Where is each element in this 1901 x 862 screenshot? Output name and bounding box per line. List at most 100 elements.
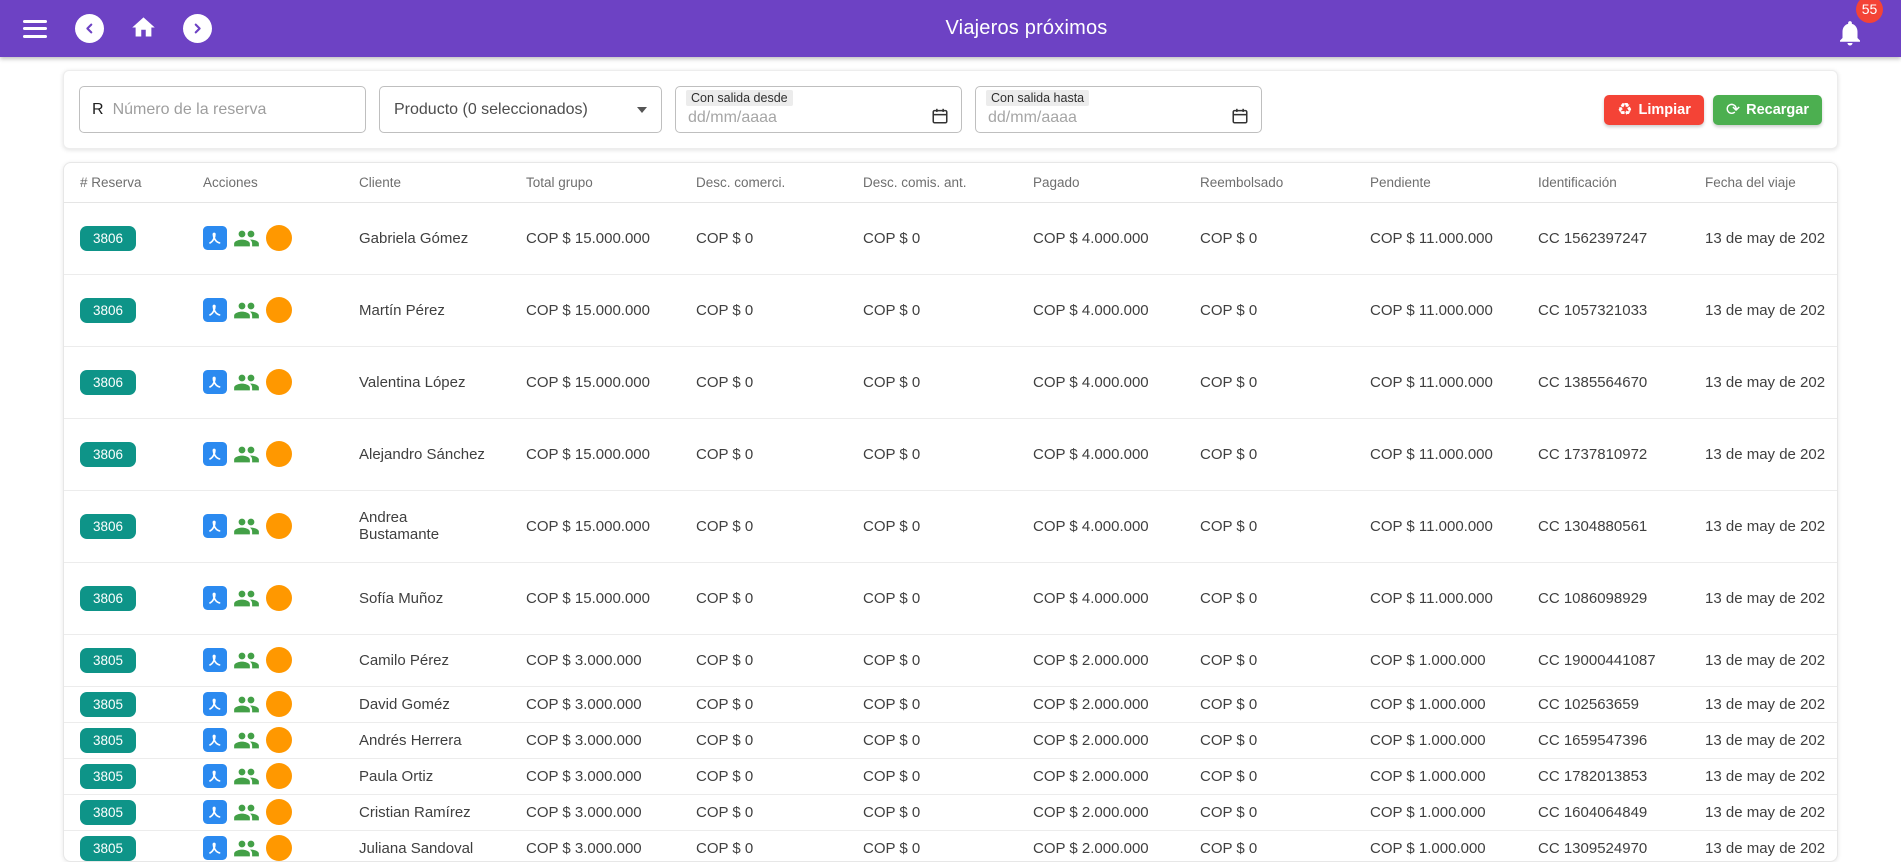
back-button[interactable]: [68, 8, 110, 50]
filter-bar: R Producto (0 seleccionados) Con salida …: [63, 70, 1838, 149]
pagado-cell: COP $ 2.000.000: [1033, 685, 1200, 722]
fecha-viaje-cell: 13 de may de 202: [1705, 633, 1837, 686]
desc-comercial-cell: COP $ 0: [696, 417, 863, 490]
reserva-search-field[interactable]: R: [79, 86, 366, 133]
pdf-icon[interactable]: [203, 800, 227, 824]
reserva-badge[interactable]: 3805: [80, 691, 137, 717]
row-actions: [203, 691, 359, 718]
pagado-cell: COP $ 4.000.000: [1033, 345, 1200, 418]
status-circle-icon[interactable]: [266, 297, 292, 323]
pdf-icon[interactable]: [203, 442, 227, 466]
fecha-viaje-cell: 13 de may de 202: [1705, 273, 1837, 346]
users-icon[interactable]: [233, 647, 260, 674]
table-row: 3806 Andrea Bustamante COP $ 15.000.000 …: [64, 489, 1837, 562]
reserva-badge[interactable]: 3806: [80, 513, 137, 539]
reserva-badge[interactable]: 3806: [80, 585, 137, 611]
users-icon[interactable]: [233, 225, 260, 252]
users-icon[interactable]: [233, 835, 260, 861]
row-actions: [203, 441, 359, 468]
desc-comercial-cell: COP $ 0: [696, 229, 754, 247]
reserva-badge[interactable]: 3806: [80, 297, 137, 323]
users-icon[interactable]: [233, 727, 260, 754]
salida-desde-field[interactable]: Con salida desde dd/mm/aaaa: [675, 86, 962, 133]
col-header-reserva: # Reserva: [64, 163, 203, 203]
users-icon[interactable]: [233, 513, 260, 540]
desc-comercial-cell: COP $ 0: [696, 757, 863, 794]
users-icon[interactable]: [233, 297, 260, 324]
reserva-badge[interactable]: 3806: [80, 441, 137, 467]
table-row: 3805 Juliana Sandoval COP $ 3.000.000 CO…: [64, 829, 1837, 861]
reserva-badge[interactable]: 3805: [80, 647, 137, 673]
pdf-icon[interactable]: [203, 298, 227, 322]
reserva-badge[interactable]: 3805: [80, 727, 137, 753]
desc-comision-cell: COP $ 0: [863, 345, 1033, 418]
users-icon[interactable]: [233, 585, 260, 612]
notifications-button[interactable]: 55: [1835, 0, 1883, 48]
desc-comercial-cell: COP $ 0: [696, 273, 863, 346]
status-circle-icon[interactable]: [266, 441, 292, 467]
calendar-icon[interactable]: [1231, 107, 1249, 130]
users-icon[interactable]: [233, 691, 260, 718]
row-actions: [203, 513, 359, 540]
users-icon[interactable]: [233, 799, 260, 826]
users-icon[interactable]: [233, 369, 260, 396]
table-row: 3806 Alejandro Sánchez COP $ 15.000.000 …: [64, 417, 1837, 490]
salida-hasta-field[interactable]: Con salida hasta dd/mm/aaaa: [975, 86, 1262, 133]
reembolsado-cell: COP $ 0: [1200, 829, 1370, 861]
users-icon[interactable]: [233, 763, 260, 790]
table-row: 3806 Martín Pérez COP $ 15.000.000 COP $…: [64, 273, 1837, 346]
pdf-icon[interactable]: [203, 370, 227, 394]
pdf-icon[interactable]: [203, 648, 227, 672]
menu-button[interactable]: [14, 8, 56, 50]
reserva-badge[interactable]: 3806: [80, 369, 137, 395]
cliente-cell: Gabriela Gómez: [359, 229, 469, 247]
table-header-row: # Reserva Acciones Cliente Total grupo D…: [64, 163, 1837, 203]
status-circle-icon[interactable]: [266, 691, 292, 717]
identificacion-cell: CC 1604064849: [1538, 793, 1705, 830]
identificacion-cell: CC 1385564670: [1538, 345, 1705, 418]
status-circle-icon[interactable]: [266, 647, 292, 673]
pdf-icon[interactable]: [203, 728, 227, 752]
reserva-badge[interactable]: 3805: [80, 763, 137, 789]
reserva-badge[interactable]: 3805: [80, 799, 137, 825]
pdf-icon[interactable]: [203, 692, 227, 716]
recargar-button[interactable]: ⟳ Recargar: [1712, 94, 1822, 125]
status-circle-icon[interactable]: [266, 225, 292, 251]
reserva-badge[interactable]: 3805: [80, 835, 137, 861]
pendiente-cell: COP $ 11.000.000: [1370, 345, 1538, 418]
home-button[interactable]: [122, 8, 164, 50]
pdf-icon[interactable]: [203, 586, 227, 610]
desc-comercial-cell: COP $ 0: [696, 685, 863, 722]
travelers-table: # Reserva Acciones Cliente Total grupo D…: [64, 163, 1837, 861]
status-circle-icon[interactable]: [266, 727, 292, 753]
pdf-icon[interactable]: [203, 226, 227, 250]
status-circle-icon[interactable]: [266, 369, 292, 395]
pdf-icon[interactable]: [203, 764, 227, 788]
cliente-cell: Cristian Ramírez: [359, 793, 526, 830]
row-actions: [203, 727, 359, 754]
table-row: 3805 David Goméz COP $ 3.000.000 COP $ 0…: [64, 685, 1837, 722]
desc-comision-cell: COP $ 0: [863, 229, 921, 247]
pagado-cell: COP $ 2.000.000: [1033, 757, 1200, 794]
refresh-icon: ⟳: [1725, 100, 1741, 119]
pendiente-cell: COP $ 1.000.000: [1370, 793, 1538, 830]
status-circle-icon[interactable]: [266, 835, 292, 861]
calendar-icon[interactable]: [931, 107, 949, 130]
travelers-table-card: # Reserva Acciones Cliente Total grupo D…: [63, 162, 1838, 862]
limpiar-button[interactable]: ♻ Limpiar: [1604, 94, 1704, 125]
pdf-icon[interactable]: [203, 514, 227, 538]
row-actions: [203, 835, 359, 861]
reserva-badge[interactable]: 3806: [80, 225, 137, 251]
status-circle-icon[interactable]: [266, 585, 292, 611]
status-circle-icon[interactable]: [266, 513, 292, 539]
reembolsado-cell: COP $ 0: [1200, 489, 1370, 562]
status-circle-icon[interactable]: [266, 763, 292, 789]
fecha-viaje-cell: 13 de may de 202: [1705, 757, 1837, 794]
pagado-cell: COP $ 2.000.000: [1033, 633, 1200, 686]
users-icon[interactable]: [233, 441, 260, 468]
status-circle-icon[interactable]: [266, 799, 292, 825]
pdf-icon[interactable]: [203, 836, 227, 861]
producto-select[interactable]: Producto (0 seleccionados): [379, 86, 662, 133]
forward-button[interactable]: [176, 8, 218, 50]
reserva-input[interactable]: [110, 99, 353, 120]
